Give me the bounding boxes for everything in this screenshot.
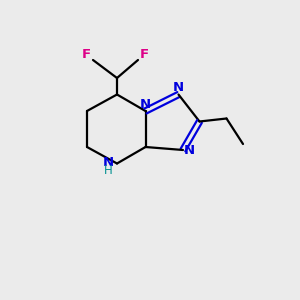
Text: F: F	[82, 48, 91, 61]
Text: H: H	[103, 164, 112, 177]
Text: N: N	[140, 98, 151, 111]
Text: F: F	[140, 48, 149, 61]
Text: N: N	[102, 155, 114, 169]
Text: N: N	[184, 143, 195, 157]
Text: N: N	[173, 81, 184, 94]
